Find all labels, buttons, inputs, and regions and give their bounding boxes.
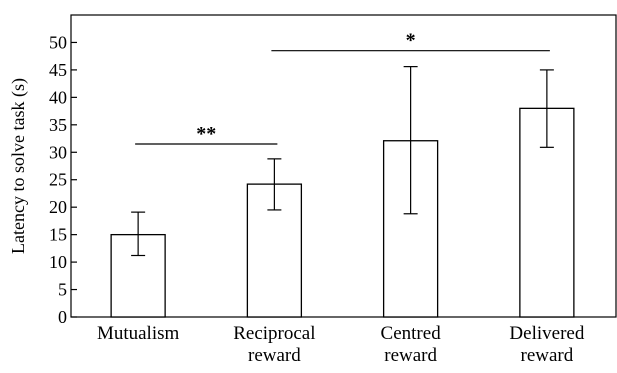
- x-tick-label: Reciprocal: [233, 323, 315, 344]
- y-tick-label: 20: [49, 197, 67, 217]
- y-tick-label: 50: [49, 32, 67, 52]
- bars: [110, 107, 575, 318]
- significance-label: *: [406, 30, 416, 52]
- y-tick-label: 30: [49, 142, 67, 162]
- y-axis: 0 5 10 15 20 25 30 35 40 45 50: [49, 32, 77, 327]
- y-tick-label: 40: [49, 87, 67, 107]
- y-tick-label: 25: [49, 170, 67, 190]
- x-tick-label: Delivered: [509, 323, 584, 344]
- x-axis: Mutualism ReciprocalrewardCentredrewardDe…: [97, 323, 585, 366]
- significance-annotations: ***: [135, 30, 550, 145]
- plot-frame: [70, 14, 617, 318]
- x-tick-label: reward: [521, 345, 574, 366]
- y-tick-label: 5: [58, 280, 67, 300]
- x-tick-label: Centred: [381, 323, 442, 344]
- y-tick-label: 10: [49, 252, 67, 272]
- y-tick-label: 45: [49, 60, 67, 80]
- x-tick-label: Mutualism: [97, 323, 180, 344]
- y-axis-title: Latency to solve task (s): [8, 78, 29, 254]
- error-bars: [131, 66, 554, 257]
- y-tick-label: 0: [58, 307, 67, 327]
- x-tick-label: reward: [384, 345, 437, 366]
- significance-label: **: [196, 123, 216, 145]
- y-tick-label: 35: [49, 115, 67, 135]
- y-tick-label: 15: [49, 225, 67, 245]
- bar: [382, 140, 439, 318]
- x-tick-label: reward: [248, 345, 301, 366]
